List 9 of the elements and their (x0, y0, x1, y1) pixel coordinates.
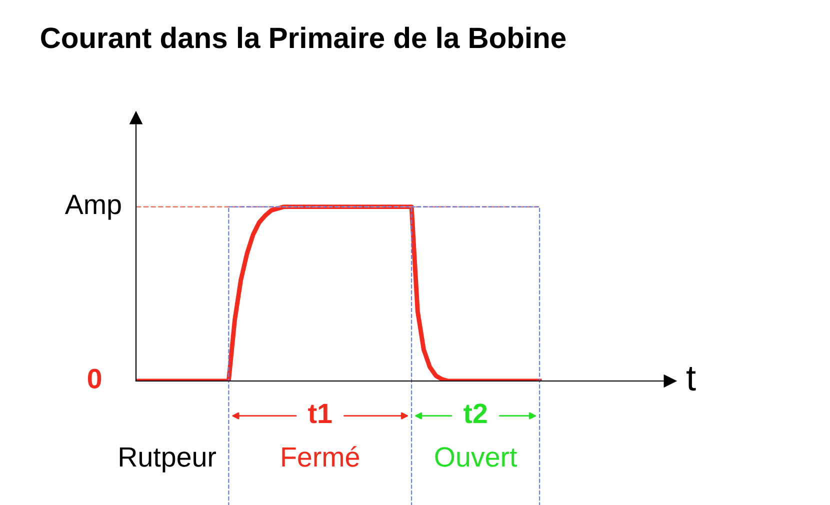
text: Ouvert (435, 447, 518, 467)
text: t2 (464, 404, 487, 424)
chart-title: Courant dans la Primaire de la Bobine (41, 26, 566, 48)
x-axis-title: t (686, 366, 696, 391)
text: 0 (88, 368, 102, 388)
text: t1 (308, 404, 332, 424)
ref-line-label: Amp (64, 194, 121, 220)
text: Fermé (282, 446, 359, 467)
text: Rutpeur (120, 447, 216, 472)
